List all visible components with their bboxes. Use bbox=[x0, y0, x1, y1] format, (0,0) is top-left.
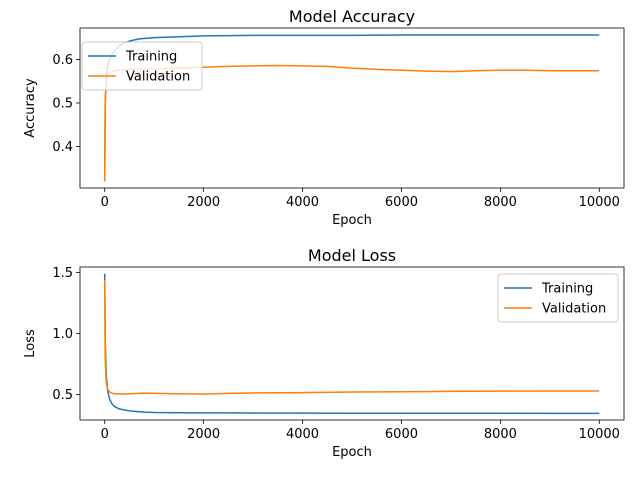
x-tick-label: 6000 bbox=[385, 427, 418, 442]
series-line-validation bbox=[103, 279, 600, 395]
x-tick-label: 6000 bbox=[385, 195, 418, 210]
y-tick-label: 0.4 bbox=[52, 140, 73, 155]
x-tick-label: 2000 bbox=[187, 195, 220, 210]
legend-box bbox=[497, 273, 619, 323]
axes-frame bbox=[79, 27, 625, 189]
x-tick-label: 8000 bbox=[484, 427, 517, 442]
y-tick-label: 0.5 bbox=[52, 388, 73, 403]
y-tick-label: 0.6 bbox=[52, 53, 73, 68]
axes-frame bbox=[79, 266, 625, 421]
chart-title: Model Loss bbox=[308, 246, 396, 265]
x-axis-label: Epoch bbox=[332, 445, 372, 460]
chart-title: Model Accuracy bbox=[289, 7, 415, 26]
x-tick-label: 4000 bbox=[286, 195, 319, 210]
legend-label-training: Training bbox=[125, 50, 177, 65]
y-axis-label: Loss bbox=[23, 329, 38, 358]
legend: Training Validation bbox=[81, 41, 203, 91]
legend-label-validation: Validation bbox=[542, 302, 606, 317]
y-tick-label: 0.5 bbox=[52, 96, 73, 111]
x-tick-label: 0 bbox=[101, 427, 109, 442]
x-tick-label: 4000 bbox=[286, 427, 319, 442]
x-tick-label: 8000 bbox=[484, 195, 517, 210]
y-axis-label: Accuracy bbox=[23, 78, 38, 138]
legend: Training Validation bbox=[497, 273, 619, 323]
series-line-training bbox=[103, 273, 600, 415]
y-tick-label: 1.0 bbox=[52, 327, 73, 342]
loss-chart: Model Loss 0 2000 4000 6000 8000 10000 0.5 1.0 1.… bbox=[23, 246, 625, 460]
accuracy-chart: Model Accuracy 0 2000 4000 6000 8000 10000 0.4 0… bbox=[23, 7, 625, 228]
legend-label-validation: Validation bbox=[126, 70, 190, 85]
legend-box bbox=[81, 41, 203, 91]
x-tick-label: 0 bbox=[101, 195, 109, 210]
legend-label-training: Training bbox=[541, 282, 593, 297]
x-axis-label: Epoch bbox=[332, 213, 372, 228]
x-tick-label: 10000 bbox=[579, 195, 620, 210]
y-tick-label: 1.5 bbox=[52, 266, 73, 281]
x-tick-label: 2000 bbox=[187, 427, 220, 442]
x-tick-label: 10000 bbox=[579, 427, 620, 442]
